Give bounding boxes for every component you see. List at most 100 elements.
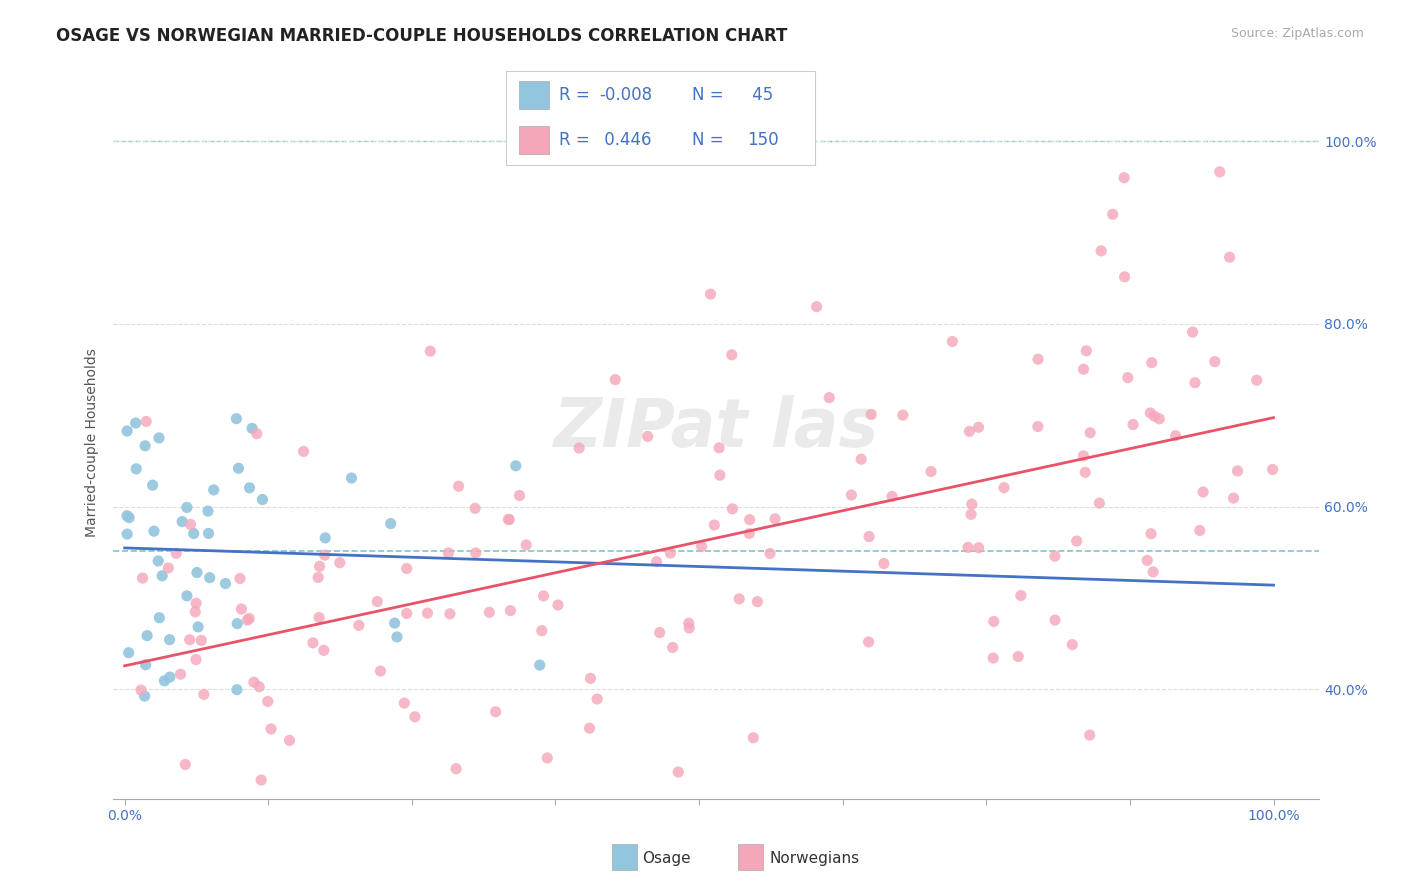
Point	[530, 624, 553, 638]
Point	[499, 604, 522, 618]
Point	[690, 540, 713, 554]
Text: ZIPat las: ZIPat las	[554, 395, 879, 461]
Point	[197, 526, 219, 541]
Text: R =: R =	[558, 86, 595, 103]
Point	[165, 546, 187, 560]
Point	[637, 429, 659, 443]
Point	[153, 673, 176, 688]
Point	[579, 672, 602, 686]
Point	[1043, 549, 1066, 564]
Point	[763, 512, 786, 526]
Point	[858, 635, 880, 649]
Point	[314, 548, 336, 562]
Point	[115, 424, 138, 438]
Point	[187, 620, 209, 634]
Point	[1076, 343, 1098, 358]
Point	[179, 632, 201, 647]
Point	[498, 512, 520, 526]
Point	[1226, 464, 1249, 478]
Point	[1164, 428, 1187, 442]
Text: R =: R =	[558, 131, 595, 149]
Point	[605, 373, 627, 387]
Point	[186, 566, 208, 580]
Point	[183, 526, 205, 541]
Point	[384, 616, 406, 631]
Point	[395, 561, 418, 575]
Point	[404, 710, 426, 724]
Point	[709, 468, 731, 483]
Point	[818, 391, 841, 405]
Point	[314, 531, 336, 545]
Point	[380, 516, 402, 531]
Point	[229, 572, 252, 586]
Point	[1261, 462, 1284, 476]
Point	[478, 605, 501, 619]
Text: N =: N =	[692, 131, 723, 149]
Point	[533, 589, 555, 603]
Point	[707, 441, 730, 455]
Point	[586, 692, 609, 706]
Point	[858, 530, 880, 544]
Point	[1101, 207, 1123, 221]
Text: Osage: Osage	[643, 851, 692, 865]
Point	[1074, 465, 1097, 479]
Point	[240, 421, 263, 435]
Point	[661, 640, 683, 655]
Point	[1181, 325, 1204, 339]
Point	[157, 561, 180, 575]
Point	[260, 722, 283, 736]
Point	[131, 571, 153, 585]
Point	[806, 300, 828, 314]
Point	[464, 546, 486, 560]
Point	[150, 569, 173, 583]
Point	[1090, 244, 1112, 258]
Point	[370, 664, 392, 678]
Point	[1078, 728, 1101, 742]
Point	[416, 606, 439, 620]
Point	[115, 508, 138, 523]
Point	[214, 576, 236, 591]
Point	[1122, 417, 1144, 432]
Point	[1149, 411, 1171, 425]
Point	[190, 633, 212, 648]
Text: -0.008: -0.008	[599, 86, 652, 103]
Text: 0.446: 0.446	[599, 131, 651, 149]
Point	[125, 416, 148, 430]
Point	[720, 348, 742, 362]
Point	[1007, 649, 1029, 664]
Y-axis label: Married-couple Households: Married-couple Households	[86, 348, 100, 537]
Point	[250, 772, 273, 787]
Point	[395, 607, 418, 621]
Point	[1026, 352, 1049, 367]
Point	[1073, 362, 1095, 376]
Point	[238, 611, 260, 625]
Point	[135, 415, 157, 429]
Point	[648, 625, 671, 640]
Point	[1143, 409, 1166, 424]
Point	[308, 559, 330, 574]
Point	[118, 646, 141, 660]
Point	[231, 602, 253, 616]
Point	[225, 411, 247, 425]
Point	[728, 591, 751, 606]
Point	[515, 538, 537, 552]
Point	[485, 705, 508, 719]
Point	[983, 615, 1005, 629]
Point	[880, 490, 903, 504]
Point	[228, 461, 250, 475]
Text: 150: 150	[748, 131, 779, 149]
Point	[252, 492, 274, 507]
Point	[308, 610, 330, 624]
Point	[125, 462, 148, 476]
Point	[920, 465, 942, 479]
Point	[891, 408, 914, 422]
Point	[278, 733, 301, 747]
Point	[236, 613, 259, 627]
Point	[444, 762, 467, 776]
Point	[118, 510, 141, 524]
Point	[292, 444, 315, 458]
Point	[134, 439, 156, 453]
Point	[578, 721, 600, 735]
Point	[703, 518, 725, 533]
Point	[721, 501, 744, 516]
